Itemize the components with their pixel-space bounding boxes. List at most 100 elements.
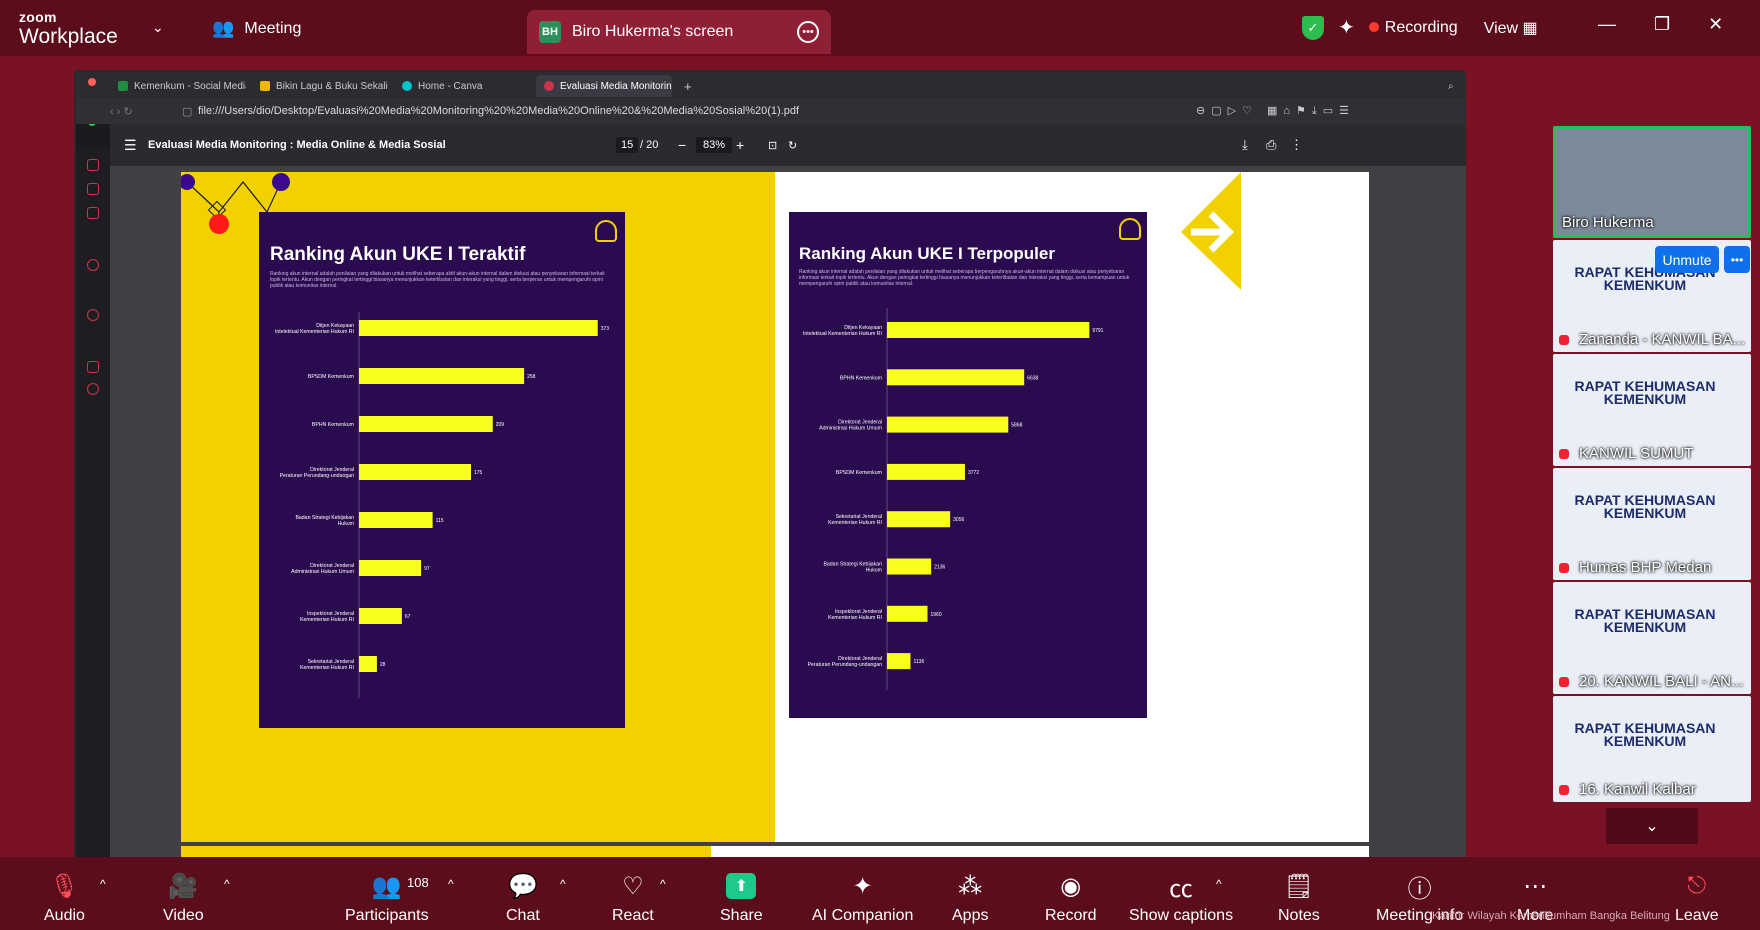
browser-tab[interactable]: Home - Canva	[394, 75, 530, 97]
view-label: View	[1483, 19, 1519, 37]
react-button[interactable]: ♡ React	[612, 863, 654, 925]
bar-value-label: 175	[474, 470, 483, 476]
chart-bar	[359, 656, 377, 672]
chevron-down-icon[interactable]: ⌄	[152, 19, 164, 35]
apps-label: Apps	[952, 907, 989, 924]
recording-indicator[interactable]: Recording	[1368, 19, 1458, 37]
muted-mic-icon	[1559, 335, 1569, 345]
chart-bar	[887, 605, 928, 622]
bar-value-label: 3056	[953, 517, 964, 523]
settings-icon[interactable]	[87, 383, 99, 395]
browser-tab[interactable]: Kemenkum - Social Media	[110, 75, 246, 97]
audio-options-caret-icon[interactable]: ^	[100, 877, 106, 891]
mail-icon[interactable]	[87, 207, 99, 219]
zoom-in-icon[interactable]: +	[736, 137, 745, 153]
more-label: More	[1517, 907, 1554, 924]
encryption-shield-icon[interactable]: ✓	[1302, 15, 1324, 40]
audio-button[interactable]: 🎙 Audio	[44, 863, 85, 925]
meeting-tab[interactable]: 👥 Meeting	[212, 18, 301, 39]
video-options-caret-icon[interactable]: ^	[224, 877, 230, 891]
zoom-out-icon[interactable]: −	[678, 137, 687, 153]
more-options-icon[interactable]: •••	[797, 21, 819, 43]
muted-mic-icon	[1559, 677, 1569, 687]
browser-tab-active[interactable]: Evaluasi Media Monitoring	[536, 75, 672, 97]
video-tile[interactable]: RAPAT KEHUMASAN KEMENKUM Zananda - KANWIL…	[1553, 240, 1751, 352]
chart-description: Ranking akun internal adalah penilaian y…	[799, 269, 1130, 287]
video-tile[interactable]: RAPAT KEHUMASAN KEMENKUM 20. KANWIL BALI …	[1553, 582, 1751, 694]
video-button[interactable]: 🎥 Video	[163, 863, 204, 925]
category-label: Peraturan Perundang-undangan	[808, 662, 883, 668]
menu-icon[interactable]: ☰	[124, 136, 137, 153]
record-icon: ◉	[1060, 872, 1082, 900]
rotate-icon[interactable]: ↻	[788, 139, 798, 152]
category-label: Hukum	[866, 568, 882, 574]
fit-page-icon[interactable]: ⊡	[768, 139, 778, 152]
grid-icon[interactable]	[87, 361, 99, 373]
category-label: Kementerian Hukum RI	[828, 615, 882, 621]
leave-button[interactable]: ⎋ Leave	[1675, 863, 1719, 925]
view-button[interactable]: View ▦	[1484, 18, 1538, 38]
video-tile-active-speaker[interactable]: Biro Hukerma	[1553, 126, 1751, 238]
chart-bar	[887, 369, 1025, 386]
minimize-icon[interactable]: —	[1598, 14, 1616, 34]
next-page-peek	[181, 846, 711, 859]
more-vertical-icon[interactable]: ⋮	[1290, 137, 1303, 152]
captions-caret-icon[interactable]: ^	[1216, 877, 1222, 891]
record-button[interactable]: ◉ Record	[1045, 863, 1097, 925]
share-button[interactable]: ⬆ Share	[720, 863, 763, 925]
participant-gallery: Biro Hukerma RAPAT KEHUMASAN KEMENKUM Zan…	[1553, 126, 1751, 806]
home-icon[interactable]	[87, 159, 99, 171]
recording-dot-icon	[1368, 21, 1379, 32]
participant-name: 20. KANWIL BALI - AN...	[1579, 673, 1744, 690]
video-tile[interactable]: RAPAT KEHUMASAN KEMENKUM Humas BHP Medan	[1553, 468, 1751, 580]
bar-value-label: 9791	[1092, 328, 1103, 334]
video-tile[interactable]: RAPAT KEHUMASAN KEMENKUM KANWIL SUMUT	[1553, 354, 1751, 466]
category-label: Administrasi Hukum Umum	[819, 426, 882, 432]
search-icon[interactable]: ⌕	[1448, 80, 1454, 92]
ai-sparkle-icon[interactable]: ✦	[1338, 17, 1355, 39]
gallery-scroll-down-icon[interactable]: ⌄	[1606, 808, 1698, 844]
close-icon[interactable]: ✕	[1708, 14, 1724, 34]
download-icon[interactable]: ⤓	[1242, 137, 1248, 152]
ai-companion-button[interactable]: ✦ AI Companion	[812, 863, 913, 925]
game-icon[interactable]	[87, 183, 99, 195]
chart-bar	[887, 416, 1009, 433]
restore-icon[interactable]: ❐	[1654, 14, 1671, 34]
meeting-info-button[interactable]: ⓘ Meeting info	[1376, 863, 1463, 925]
unmute-button[interactable]: Unmute	[1655, 246, 1719, 273]
page-number-input[interactable]: 15	[616, 137, 639, 153]
address-bar: ‹ › ↻ ▢ file:///Users/dio/Desktop/Evalua…	[76, 98, 1466, 124]
virtual-background-watermark: Kantor Wilayah Kemenkumham Bangka Belitu…	[1432, 910, 1670, 922]
new-tab-button[interactable]: +	[684, 78, 692, 94]
app-icon[interactable]	[87, 259, 99, 271]
zoom-level[interactable]: 83%	[696, 137, 733, 153]
participants-caret-icon[interactable]: ^	[448, 877, 454, 891]
url-text[interactable]: file:///Users/dio/Desktop/Evaluasi%20Med…	[198, 105, 800, 117]
category-label: Badan Strategi Kebijakan	[295, 515, 354, 521]
more-button[interactable]: ⋯ More	[1517, 863, 1553, 925]
rapat-banner: RAPAT KEHUMASAN KEMENKUM	[1574, 492, 1716, 521]
participants-button[interactable]: 👥 Participants	[345, 863, 429, 925]
extension-icons[interactable]: ⊖▢▷♡ ▦⌂⚑⤓▭☰	[1196, 105, 1356, 117]
captions-button[interactable]: ㏄ Show captions	[1129, 863, 1233, 925]
print-icon[interactable]: ⎙	[1266, 137, 1277, 152]
bar-value-label: 2136	[934, 565, 945, 571]
react-caret-icon[interactable]: ^	[660, 877, 666, 891]
shared-screen-tab[interactable]: BH Biro Hukerma's screen •••	[527, 10, 831, 54]
tile-more-icon[interactable]: •••	[1724, 246, 1750, 273]
nav-arrows-icon[interactable]: ‹ › ↻	[110, 105, 133, 118]
chat-button[interactable]: 💬 Chat	[506, 863, 540, 925]
pdf-page: Ranking Akun UKE I Teraktif Ranking akun…	[181, 172, 1369, 842]
pdf-viewport: Ranking Akun UKE I Teraktif Ranking akun…	[110, 166, 1466, 859]
decorative-arrow-icon	[1181, 172, 1241, 290]
info-icon: ⓘ	[1407, 875, 1432, 903]
chat-caret-icon[interactable]: ^	[560, 877, 566, 891]
window-close-dot[interactable]	[88, 78, 96, 86]
video-tile[interactable]: RAPAT KEHUMASAN KEMENKUM 16. Kanwil Kalba…	[1553, 696, 1751, 802]
chat-icon[interactable]	[87, 309, 99, 321]
page-total: / 20	[640, 139, 659, 151]
notes-button[interactable]: 🗒 Notes	[1278, 863, 1320, 925]
apps-button[interactable]: ⁂ Apps	[952, 863, 988, 925]
browser-tab[interactable]: Bikin Lagu & Buku Sekali	[252, 75, 388, 97]
shared-screen: Kemenkum - Social Media Bikin Lagu & Buk…	[74, 70, 1466, 859]
